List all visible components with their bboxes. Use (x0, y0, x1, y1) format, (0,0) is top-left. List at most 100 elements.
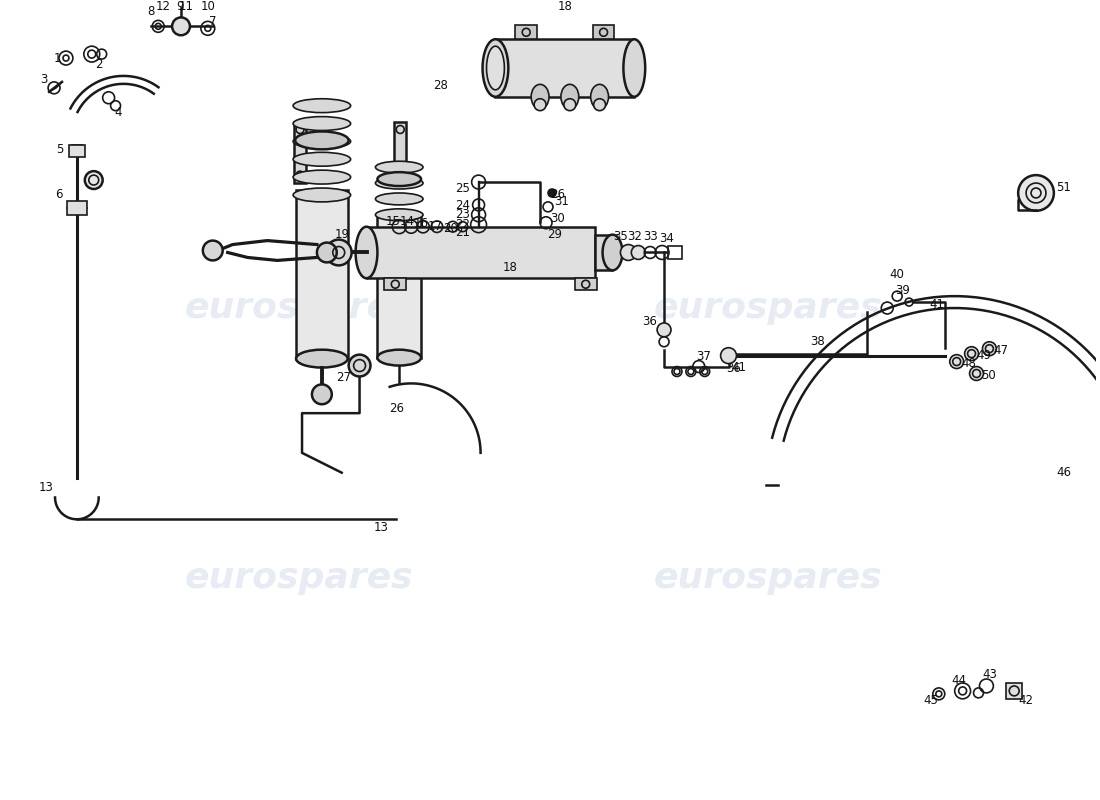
Text: 30: 30 (551, 212, 565, 226)
Ellipse shape (293, 117, 351, 130)
Text: 23: 23 (455, 208, 470, 222)
Text: 33: 33 (642, 230, 658, 243)
Bar (394, 122, 406, 183)
Ellipse shape (293, 188, 351, 202)
Text: 47: 47 (993, 344, 1009, 357)
Text: 11: 11 (178, 0, 194, 13)
Text: 45: 45 (923, 694, 938, 707)
Circle shape (949, 354, 964, 369)
Bar (69, 146, 85, 158)
Text: 21: 21 (455, 226, 470, 239)
Text: 51: 51 (1056, 181, 1071, 194)
Text: 24: 24 (455, 199, 470, 212)
Ellipse shape (293, 134, 351, 148)
Text: 36: 36 (726, 362, 741, 375)
Circle shape (172, 18, 190, 35)
Bar (366, 226, 595, 278)
Ellipse shape (375, 177, 424, 189)
Text: 26: 26 (388, 402, 404, 414)
Bar (575, 278, 596, 290)
Text: 32: 32 (627, 230, 641, 243)
Text: 8: 8 (147, 5, 155, 18)
Bar (67, 201, 87, 214)
Text: 27: 27 (337, 371, 351, 384)
Bar (668, 246, 682, 259)
Text: 34: 34 (660, 232, 674, 245)
Circle shape (85, 171, 102, 189)
Bar (294, 122, 306, 183)
Text: 41: 41 (930, 298, 944, 310)
Circle shape (720, 348, 737, 363)
Circle shape (969, 366, 983, 381)
Text: 20: 20 (443, 222, 459, 235)
Ellipse shape (293, 98, 351, 113)
Text: 10: 10 (200, 0, 216, 13)
Text: 41: 41 (732, 361, 746, 374)
Circle shape (326, 239, 352, 266)
Text: 17: 17 (428, 220, 442, 233)
Bar (593, 26, 615, 39)
Text: 28: 28 (433, 79, 449, 92)
Text: 49: 49 (976, 349, 991, 362)
Text: 4: 4 (114, 106, 122, 119)
Text: eurospares: eurospares (653, 291, 882, 325)
Circle shape (548, 189, 556, 197)
Circle shape (982, 342, 997, 356)
Bar (296, 190, 348, 358)
Text: 6: 6 (55, 189, 63, 202)
Circle shape (317, 242, 337, 262)
Text: 43: 43 (982, 667, 997, 681)
Text: 7: 7 (209, 15, 217, 28)
Ellipse shape (535, 98, 546, 110)
Ellipse shape (531, 84, 549, 109)
Ellipse shape (295, 131, 349, 150)
Text: 48: 48 (961, 357, 976, 370)
Ellipse shape (483, 39, 508, 97)
Text: 42: 42 (1019, 694, 1034, 707)
Ellipse shape (486, 46, 505, 90)
Text: 26: 26 (550, 189, 565, 202)
Text: 40: 40 (890, 268, 904, 281)
Text: 29: 29 (548, 228, 562, 241)
Ellipse shape (561, 84, 579, 109)
Ellipse shape (293, 170, 351, 184)
Circle shape (631, 246, 646, 259)
Circle shape (1019, 175, 1054, 211)
Ellipse shape (564, 98, 575, 110)
Text: eurospares: eurospares (653, 561, 882, 595)
Text: 46: 46 (1056, 466, 1071, 479)
Bar (515, 26, 537, 39)
Ellipse shape (594, 98, 605, 110)
Text: 18: 18 (503, 261, 518, 274)
Text: 39: 39 (895, 284, 911, 297)
Circle shape (657, 323, 671, 337)
Text: 15: 15 (386, 215, 400, 228)
Text: 13: 13 (374, 521, 388, 534)
Text: 50: 50 (981, 369, 996, 382)
Bar (495, 39, 635, 97)
Text: 16: 16 (414, 218, 429, 230)
Ellipse shape (603, 234, 623, 270)
Circle shape (965, 346, 979, 361)
Text: 31: 31 (554, 195, 570, 208)
Ellipse shape (296, 350, 348, 367)
Text: 1: 1 (53, 51, 60, 65)
Ellipse shape (293, 152, 351, 166)
Text: 38: 38 (811, 335, 825, 348)
Text: 44: 44 (952, 674, 966, 687)
Ellipse shape (375, 209, 424, 221)
Text: 5: 5 (56, 143, 64, 156)
Ellipse shape (591, 84, 608, 109)
Ellipse shape (355, 226, 377, 278)
Text: eurospares: eurospares (185, 561, 414, 595)
Circle shape (349, 354, 371, 377)
Ellipse shape (377, 350, 421, 366)
Text: 37: 37 (696, 350, 712, 363)
Text: 19: 19 (334, 228, 349, 241)
Circle shape (620, 245, 636, 261)
Text: 22: 22 (455, 218, 470, 231)
Ellipse shape (624, 39, 646, 97)
Text: 13: 13 (39, 481, 54, 494)
Ellipse shape (375, 162, 424, 173)
Text: 12: 12 (156, 0, 170, 13)
